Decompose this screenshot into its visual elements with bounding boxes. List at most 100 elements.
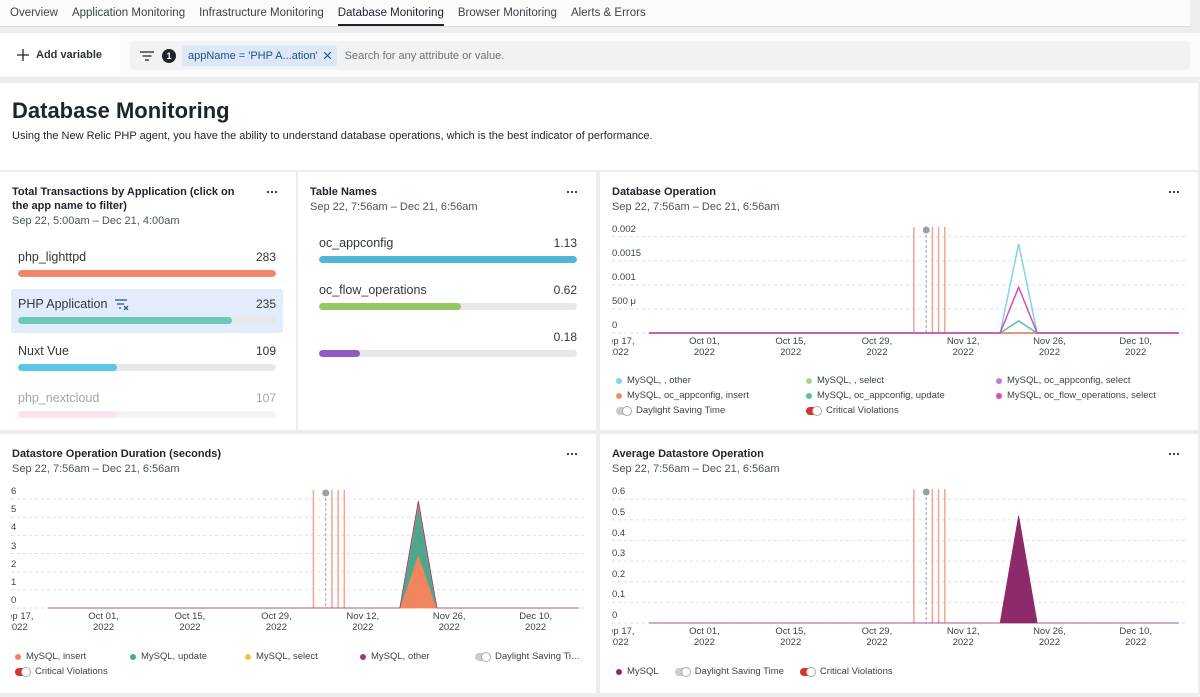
y-tick-label: 2 <box>11 559 16 570</box>
legend-item[interactable]: MySQL, , other <box>616 375 806 386</box>
widget-title: Table NamesSep 22, 7:56am – Dec 21, 6:56… <box>310 185 550 214</box>
legend: MySQL, , otherMySQL, , selectMySQL, oc_a… <box>616 375 1195 416</box>
toggle[interactable] <box>15 668 30 676</box>
menu-dot <box>575 191 577 193</box>
menu-dot <box>267 191 269 193</box>
category-label: php_nextcloud <box>18 389 99 407</box>
bar <box>18 317 232 324</box>
x-tick-label: Nov 26, 2022 <box>429 612 469 633</box>
bar-row[interactable]: oc_appconfig1.13 <box>312 228 584 272</box>
legend-item[interactable]: MySQL, update <box>130 651 245 662</box>
legend-item[interactable]: MySQL, oc_appconfig, update <box>806 390 996 401</box>
legend-item[interactable]: MySQL, oc_flow_operations, select <box>996 390 1186 401</box>
tab[interactable]: Browser Monitoring <box>458 0 557 26</box>
legend: MySQL, insert MySQL, updateMySQL, selectM… <box>15 651 595 677</box>
x-axis: Sep 17, 2022Oct 01, 2022Oct 15, 2022Oct … <box>612 627 1185 657</box>
toggle[interactable] <box>806 407 821 415</box>
toggle-label: Critical Violations <box>820 666 893 677</box>
legend: MySQL Daylight Saving Time Critical Violat… <box>616 666 1195 677</box>
tab[interactable]: Overview <box>10 0 58 26</box>
menu-dot <box>271 191 273 193</box>
filter-chip[interactable]: appName = 'PHP A...ation' <box>182 46 337 66</box>
toggle[interactable] <box>800 668 815 676</box>
toggle-knob <box>681 667 691 677</box>
page-description: Using the New Relic PHP agent, you have … <box>12 130 653 142</box>
tab[interactable]: Database Monitoring <box>338 0 444 26</box>
widget-subtitle: Sep 22, 7:56am – Dec 21, 6:56am <box>310 200 550 214</box>
widget-menu[interactable] <box>566 190 578 194</box>
search-placeholder[interactable]: Search for any attribute or value. <box>345 50 505 62</box>
filter-count: 1 <box>162 49 176 63</box>
tab[interactable]: Application Monitoring <box>72 0 185 26</box>
page-title: Database Monitoring <box>12 98 230 124</box>
x-tick-label: Dec 10, 2022 <box>1116 627 1156 648</box>
y-tick-label: 0 <box>612 320 617 331</box>
legend-item[interactable]: MySQL <box>616 666 665 677</box>
toggle[interactable] <box>475 653 490 661</box>
legend-swatch <box>616 393 622 399</box>
legend-item[interactable]: MySQL, insert <box>15 651 130 662</box>
bar-row[interactable]: Nuxt Vue109 <box>11 336 283 380</box>
legend-item[interactable]: Daylight Saving Time <box>475 651 590 662</box>
y-tick-label: 0 <box>11 595 16 606</box>
category-label: PHP Application <box>18 295 107 313</box>
widget: Database OperationSep 22, 7:56am – Dec 2… <box>600 172 1198 430</box>
legend-item[interactable]: Critical Violations <box>15 666 130 677</box>
legend-item[interactable]: Daylight Saving Time <box>616 405 806 416</box>
widget-title: Total Transactions by Application (click… <box>12 185 252 228</box>
legend-item[interactable]: Daylight Saving Time <box>675 666 790 677</box>
bar-row[interactable]: php_lighttpd283 <box>11 242 283 286</box>
bar-row[interactable]: php_nextcloud107 <box>11 383 283 427</box>
bar <box>319 303 461 310</box>
x-axis: Sep 17, 2022Oct 01, 2022Oct 15, 2022Oct … <box>11 612 585 642</box>
legend-item[interactable]: Critical Violations <box>800 666 899 677</box>
tab[interactable]: Alerts & Errors <box>571 0 646 26</box>
bar-row[interactable]: oc_flow_operations0.62 <box>312 275 584 319</box>
y-tick-label: 1 <box>11 577 16 588</box>
dst-marker-dot <box>923 489 930 496</box>
icon-stroke <box>115 300 128 310</box>
legend-label: MySQL, insert <box>26 651 86 662</box>
filter-bar[interactable]: 1 appName = 'PHP A...ation' Search for a… <box>130 41 1190 70</box>
tab[interactable]: Infrastructure Monitoring <box>199 0 324 26</box>
legend-swatch <box>616 378 622 384</box>
dst-marker-dot <box>322 490 329 497</box>
tab-bar: Overview Application Monitoring Infrastruc… <box>0 0 1190 27</box>
legend-item[interactable]: MySQL, oc_appconfig, insert <box>616 390 806 401</box>
add-variable-button[interactable]: Add variable <box>0 35 120 75</box>
bar-label: php_lighttpd <box>18 248 86 266</box>
x-tick-label: Oct 29, 2022 <box>857 627 897 648</box>
remove-filter-icon[interactable] <box>324 52 331 59</box>
x-tick-label: Nov 12, 2022 <box>943 627 983 648</box>
widget: Average Datastore OperationSep 22, 7:56a… <box>600 434 1198 693</box>
legend-swatch <box>15 654 21 660</box>
toggle-knob <box>622 406 632 416</box>
dst-marker-dot <box>923 227 930 234</box>
x-tick-label: Dec 10, 2022 <box>516 612 556 633</box>
x-tick-label: Sep 17, 2022 <box>11 612 37 633</box>
x-tick-label: Nov 12, 2022 <box>343 612 383 633</box>
x-tick-label: Nov 26, 2022 <box>1029 337 1069 358</box>
bar-row[interactable]: 0.18 <box>312 322 584 366</box>
x-tick-label: Oct 15, 2022 <box>771 627 811 648</box>
widget-subtitle: Sep 22, 5:00am – Dec 21, 4:00am <box>12 214 252 228</box>
legend-item[interactable]: MySQL, , select <box>806 375 996 386</box>
x-tick-label: Sep 17, 2022 <box>612 627 638 648</box>
x-tick-label: Sep 17, 2022 <box>612 337 638 358</box>
y-tick-label: 6 <box>11 486 16 497</box>
bar <box>319 256 577 263</box>
bar-row[interactable]: PHP Application235 <box>11 289 283 333</box>
toggle-label: Daylight Saving Time <box>495 651 584 662</box>
y-tick-label: 0.001 <box>612 272 636 283</box>
legend-item[interactable]: Critical Violations <box>806 405 996 416</box>
toggle[interactable] <box>675 668 690 676</box>
legend-item[interactable]: MySQL, oc_appconfig, select <box>996 375 1186 386</box>
bar-label: oc_appconfig <box>319 234 393 252</box>
y-tick-label: 4 <box>11 522 16 533</box>
legend-item[interactable]: MySQL, other <box>360 651 475 662</box>
bar <box>18 411 116 418</box>
legend-item[interactable]: MySQL, select <box>245 651 360 662</box>
toggle[interactable] <box>616 407 631 415</box>
widget-menu[interactable] <box>266 190 278 194</box>
